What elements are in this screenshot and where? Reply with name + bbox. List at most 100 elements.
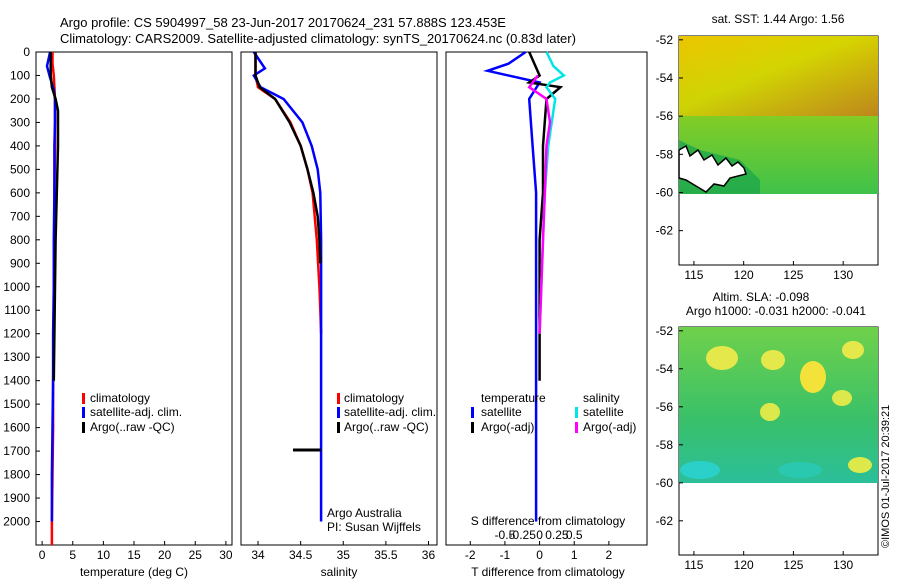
imos-credit: ©IMOS 01-Jul-2017 20:39:21 <box>880 405 892 548</box>
map-y-tick-label: -56 <box>656 109 674 123</box>
map-y-tick-label: -54 <box>656 362 674 376</box>
map-y-tick-label: -52 <box>656 324 674 338</box>
salinity-profile-lines <box>252 51 323 522</box>
x-tick-label: 25 <box>189 548 203 562</box>
map-x-tick-label: 125 <box>783 268 803 282</box>
legend-t-argo-label: Argo(-adj) <box>481 420 534 434</box>
legend-swatch-climatology <box>82 393 85 404</box>
map-y-tick-label: -62 <box>656 224 674 238</box>
salinity-xlabel: salinity <box>321 565 358 579</box>
legend-climatology-label: climatology <box>344 391 404 405</box>
depth-tick-label: 1400 <box>3 374 30 388</box>
map-x-tick-label: 120 <box>734 558 754 572</box>
legend-swatch-t-satellite <box>471 407 474 418</box>
x-tick-label: 34.5 <box>289 548 313 562</box>
sla-map-panel: Altim. SLA: -0.098 Argo h1000: -0.031 h2… <box>656 290 879 572</box>
t-difference-label: T difference from climatology <box>471 565 625 579</box>
salinity-legend: climatology satellite-adj. clim. Argo(..… <box>337 391 436 434</box>
pi-annotation: PI: Susan Wijffels <box>327 520 421 534</box>
figure-title-line2: Climatology: CARS2009. Satellite-adjuste… <box>60 31 576 46</box>
temperature-axis-ticks: 0 5 10 15 20 25 30 <box>39 541 233 562</box>
profile-line <box>527 74 552 334</box>
x-tick-label: 1 <box>571 548 578 562</box>
temperature-panel: 0100200300400500600700800900100011001200… <box>3 45 450 579</box>
sla-field <box>679 327 878 483</box>
map-y-tick-label: -60 <box>656 185 674 199</box>
depth-tick-label: 1000 <box>3 280 30 294</box>
profile-line <box>483 50 542 522</box>
sla-low-1 <box>680 461 720 479</box>
sst-land-mask <box>678 144 747 193</box>
s-diff-tick-label: 0.5 <box>566 528 583 542</box>
map-x-tick-label: 130 <box>833 558 853 572</box>
sst-map-title: sat. SST: 1.44 Argo: 1.56 <box>712 12 845 26</box>
map-x-tick-label: 115 <box>684 558 703 572</box>
depth-tick-label: 600 <box>10 186 30 200</box>
x-tick-label: 2 <box>606 548 613 562</box>
legend-swatch-s-argo <box>575 422 578 433</box>
sla-map-subtitle: Argo h1000: -0.031 h2000: -0.041 <box>686 304 866 318</box>
s-difference-label: S difference from climatology <box>471 514 626 528</box>
salinity-axis-ticks: 34 34.5 35 35.5 36 <box>251 541 435 562</box>
t-difference-axis-ticks: -2 -1 0 1 2 <box>465 541 613 562</box>
x-tick-label: 36 <box>422 548 436 562</box>
temperature-profile-lines <box>45 51 60 545</box>
legend-t-satellite-label: satellite <box>481 405 522 419</box>
legend-swatch-argo <box>337 422 340 433</box>
sst-map-panel: sat. SST: 1.44 Argo: 1.56 115 120 125 130 -5… <box>656 12 879 282</box>
depth-tick-label: 1800 <box>3 468 30 482</box>
difference-axes-frame <box>445 51 648 546</box>
legend-climatology-label: climatology <box>90 391 150 405</box>
map-x-tick-label: 125 <box>783 558 803 572</box>
depth-tick-label: 900 <box>10 256 30 270</box>
profile-line <box>254 52 322 264</box>
map-x-tick-label: 115 <box>684 268 703 282</box>
depth-tick-label: 200 <box>10 92 30 106</box>
x-tick-label: -1 <box>500 548 511 562</box>
sla-high-2 <box>761 350 785 370</box>
legend-swatch-satellite <box>82 407 85 418</box>
legend-argo-label: Argo(..raw -QC) <box>344 420 429 434</box>
legend-swatch-climatology <box>337 393 340 404</box>
sla-map-axis-ticks: 115 120 125 130 -52 -54 -56 -58 -60 -62 <box>656 324 854 572</box>
legend-s-argo-label: Argo(-adj) <box>583 420 636 434</box>
salinity-panel: 34 34.5 35 35.5 36 salinity Argo Australia P… <box>240 51 438 579</box>
map-y-tick-label: -52 <box>656 33 674 47</box>
map-y-tick-label: -60 <box>656 476 674 490</box>
map-y-tick-label: -58 <box>656 147 674 161</box>
argo-australia-annotation: Argo Australia <box>327 506 402 520</box>
depth-tick-label: 300 <box>10 115 30 129</box>
figure-title-line1: Argo profile: CS 5904997_58 23-Jun-2017 … <box>60 15 506 30</box>
x-tick-label: 15 <box>127 548 141 562</box>
x-tick-label: 35.5 <box>374 548 398 562</box>
depth-tick-label: 100 <box>10 68 30 82</box>
x-tick-label: 30 <box>219 548 233 562</box>
sla-low-2 <box>778 462 822 478</box>
depth-tick-label: 1300 <box>3 350 30 364</box>
x-tick-label: -2 <box>465 548 476 562</box>
map-x-tick-label: 120 <box>734 268 754 282</box>
s-diff-tick-label: -0.25 <box>509 528 537 542</box>
map-y-tick-label: -62 <box>656 514 674 528</box>
depth-tick-label: 1200 <box>3 327 30 341</box>
temperature-xlabel: temperature (deg C) <box>80 565 188 579</box>
sla-high-6 <box>832 390 852 406</box>
legend-swatch-s-satellite <box>575 407 578 418</box>
depth-tick-label: 800 <box>10 233 30 247</box>
s-diff-tick-label: 0.25 <box>545 528 569 542</box>
legend-satellite-label: satellite-adj. clim. <box>90 405 182 419</box>
depth-tick-label: 1900 <box>3 491 30 505</box>
sla-high-7 <box>848 457 872 473</box>
salinity-axes-frame <box>240 51 438 546</box>
x-tick-label: 34 <box>251 548 265 562</box>
depth-tick-label: 0 <box>23 45 30 59</box>
sla-high-3 <box>800 361 826 393</box>
x-tick-label: 0 <box>39 548 46 562</box>
depth-tick-label: 400 <box>10 139 30 153</box>
difference-panel: -2 -1 0 1 2 -0.5-0.25 0 0.250.5 S difference f… <box>445 50 648 579</box>
sla-high-5 <box>760 403 780 421</box>
sla-map-title: Altim. SLA: -0.098 <box>713 290 810 304</box>
depth-tick-label: 700 <box>10 209 30 223</box>
sst-field <box>678 36 878 194</box>
